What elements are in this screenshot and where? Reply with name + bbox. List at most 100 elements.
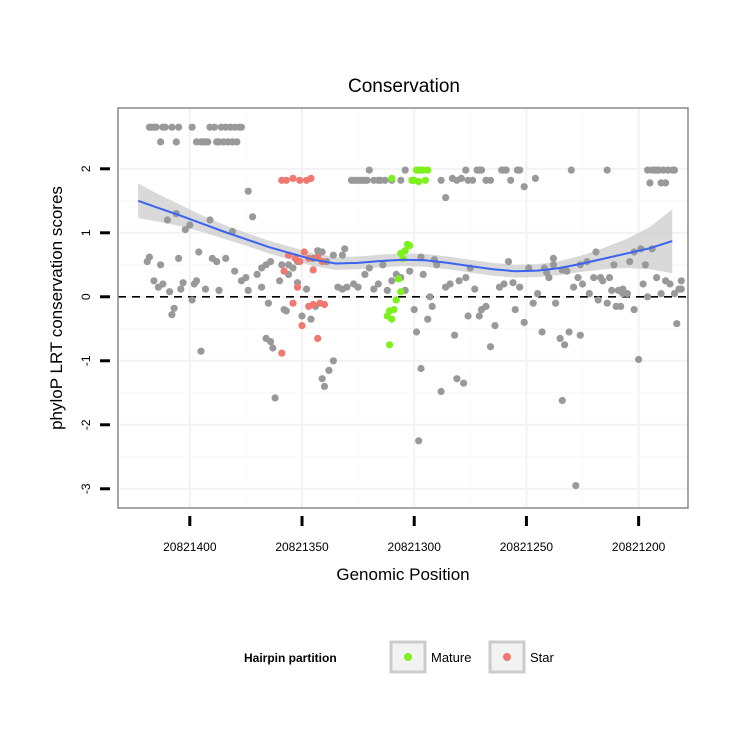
data-point bbox=[168, 311, 176, 319]
x-axis-title: Genomic Position bbox=[336, 565, 469, 584]
smooth-trend-line bbox=[137, 199, 673, 273]
data-point bbox=[457, 174, 465, 182]
data-point bbox=[388, 174, 396, 182]
data-point bbox=[531, 174, 540, 182]
data-point bbox=[397, 176, 405, 184]
y-tick-label: -3 bbox=[79, 483, 93, 494]
data-point bbox=[206, 216, 214, 224]
data-point bbox=[361, 270, 369, 278]
y-axis: 2 1 0 -1 -2 -3 bbox=[79, 165, 110, 494]
data-point bbox=[271, 394, 279, 402]
data-point bbox=[462, 274, 470, 282]
data-point bbox=[673, 320, 681, 328]
data-point bbox=[325, 366, 333, 374]
data-point bbox=[392, 296, 400, 304]
data-point bbox=[341, 245, 349, 253]
data-point bbox=[410, 306, 418, 314]
data-point bbox=[150, 277, 158, 285]
data-point bbox=[278, 261, 286, 269]
data-point bbox=[365, 264, 373, 272]
data-point bbox=[549, 254, 558, 262]
data-point bbox=[677, 277, 685, 285]
data-point bbox=[370, 285, 378, 293]
data-point bbox=[363, 176, 371, 184]
data-point bbox=[145, 253, 153, 261]
data-point bbox=[576, 331, 584, 339]
data-point bbox=[567, 166, 575, 174]
data-point bbox=[159, 280, 167, 288]
data-point bbox=[179, 279, 187, 287]
data-point bbox=[653, 274, 661, 282]
data-point bbox=[626, 258, 634, 266]
data-point bbox=[549, 261, 558, 269]
data-point bbox=[428, 302, 436, 310]
data-point bbox=[314, 334, 322, 342]
x-tick-label: 20821250 bbox=[500, 540, 554, 554]
data-point bbox=[603, 299, 611, 307]
data-point bbox=[318, 248, 326, 256]
data-point bbox=[561, 341, 569, 349]
data-point bbox=[545, 274, 553, 282]
legend-item-mature: Mature bbox=[389, 640, 471, 674]
data-point bbox=[307, 174, 315, 182]
data-point bbox=[296, 176, 304, 184]
data-point bbox=[455, 277, 463, 285]
data-point bbox=[641, 261, 650, 269]
data-point bbox=[516, 283, 524, 291]
data-point bbox=[417, 364, 425, 373]
data-point bbox=[314, 253, 322, 261]
legend: Hairpin partition Mature Star bbox=[244, 640, 555, 674]
data-point bbox=[157, 261, 165, 269]
data-point bbox=[417, 253, 425, 261]
data-point bbox=[213, 258, 221, 266]
data-point bbox=[520, 318, 528, 326]
data-point bbox=[175, 123, 183, 131]
data-point bbox=[424, 315, 432, 323]
data-point bbox=[381, 176, 389, 184]
data-point bbox=[486, 176, 495, 184]
data-point bbox=[276, 277, 284, 285]
data-point bbox=[201, 285, 210, 293]
data-point bbox=[500, 280, 508, 288]
data-point bbox=[635, 355, 643, 364]
data-point bbox=[511, 306, 519, 314]
data-point bbox=[258, 283, 266, 291]
data-point bbox=[307, 315, 315, 323]
data-point bbox=[242, 274, 250, 282]
data-point bbox=[233, 138, 241, 146]
data-point bbox=[397, 288, 405, 296]
chart-title: Conservation bbox=[348, 76, 460, 97]
data-point bbox=[282, 307, 290, 315]
data-point bbox=[394, 275, 403, 283]
data-point bbox=[338, 251, 346, 259]
data-point bbox=[670, 166, 679, 174]
data-point bbox=[320, 382, 329, 390]
data-point bbox=[401, 247, 409, 255]
data-point bbox=[570, 283, 578, 291]
data-point bbox=[318, 375, 326, 383]
x-tick-label: 20821400 bbox=[163, 540, 217, 554]
data-points bbox=[143, 123, 685, 490]
data-point bbox=[644, 293, 652, 301]
data-point bbox=[365, 166, 373, 174]
data-point bbox=[267, 258, 275, 266]
legend-label-mature: Mature bbox=[431, 650, 471, 665]
legend-item-star: Star bbox=[488, 640, 555, 674]
data-point bbox=[282, 176, 290, 184]
series-other bbox=[143, 123, 685, 490]
data-point bbox=[152, 123, 160, 131]
data-point bbox=[677, 285, 685, 293]
data-point bbox=[168, 123, 176, 131]
data-point bbox=[608, 286, 616, 294]
data-point bbox=[424, 166, 432, 174]
data-point bbox=[204, 138, 212, 146]
data-point bbox=[157, 138, 165, 146]
data-point bbox=[399, 254, 407, 262]
plot-frame bbox=[117, 107, 689, 509]
data-point bbox=[177, 285, 185, 293]
data-point bbox=[433, 261, 441, 269]
data-point bbox=[565, 328, 573, 336]
data-point bbox=[630, 306, 638, 314]
data-point bbox=[186, 221, 194, 229]
